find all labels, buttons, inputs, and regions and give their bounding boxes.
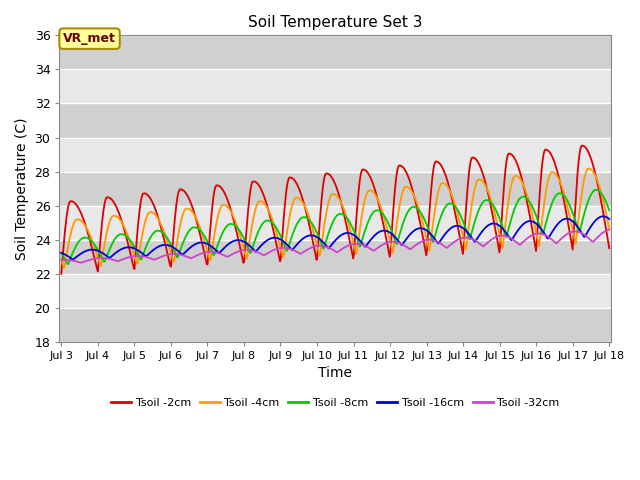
Bar — [60, 240, 611, 274]
Tsoil -16cm — [403, 236, 410, 241]
Line: Tsoil -8cm: Tsoil -8cm — [61, 190, 609, 264]
Tsoil -16cm — [599, 214, 607, 219]
Tsoil -4cm — [125, 234, 132, 240]
Tsoil -2cm — [418, 228, 426, 234]
Tsoil -8cm — [209, 251, 217, 256]
Tsoil -4cm — [403, 184, 410, 190]
Tsoil -16cm — [180, 251, 188, 256]
Tsoil -4cm — [68, 226, 76, 232]
X-axis label: Time: Time — [318, 367, 352, 381]
Line: Tsoil -32cm: Tsoil -32cm — [61, 229, 609, 263]
Tsoil -8cm — [403, 212, 410, 217]
Tsoil -16cm — [58, 250, 65, 256]
Tsoil -2cm — [58, 271, 65, 276]
Tsoil -8cm — [125, 235, 132, 241]
Tsoil -2cm — [605, 245, 613, 251]
Tsoil -8cm — [180, 238, 188, 243]
Tsoil -32cm — [125, 254, 132, 260]
Tsoil -32cm — [403, 244, 410, 250]
Bar — [60, 104, 611, 138]
Tsoil -32cm — [180, 253, 188, 259]
Tsoil -16cm — [67, 255, 75, 261]
Tsoil -2cm — [67, 198, 75, 204]
Tsoil -16cm — [605, 216, 613, 222]
Tsoil -8cm — [593, 187, 600, 193]
Tsoil -32cm — [67, 258, 75, 264]
Bar — [60, 274, 611, 308]
Tsoil -16cm — [125, 244, 132, 250]
Bar — [60, 138, 611, 171]
Tsoil -32cm — [77, 260, 85, 265]
Legend: Tsoil -2cm, Tsoil -4cm, Tsoil -8cm, Tsoil -16cm, Tsoil -32cm: Tsoil -2cm, Tsoil -4cm, Tsoil -8cm, Tsoi… — [107, 394, 564, 412]
Tsoil -4cm — [419, 219, 426, 225]
Tsoil -8cm — [58, 250, 65, 255]
Tsoil -4cm — [605, 226, 613, 231]
Tsoil -2cm — [402, 168, 410, 174]
Bar — [60, 308, 611, 342]
Tsoil -4cm — [58, 257, 65, 263]
Tsoil -8cm — [68, 252, 76, 258]
Tsoil -2cm — [124, 239, 131, 245]
Bar — [60, 171, 611, 205]
Line: Tsoil -2cm: Tsoil -2cm — [61, 145, 609, 274]
Tsoil -8cm — [64, 261, 72, 267]
Bar — [60, 36, 611, 70]
Y-axis label: Soil Temperature (C): Soil Temperature (C) — [15, 118, 29, 260]
Bar — [60, 70, 611, 104]
Tsoil -16cm — [209, 245, 217, 251]
Tsoil -2cm — [209, 204, 216, 210]
Title: Soil Temperature Set 3: Soil Temperature Set 3 — [248, 15, 422, 30]
Line: Tsoil -4cm: Tsoil -4cm — [61, 168, 609, 268]
Tsoil -32cm — [605, 227, 613, 232]
Tsoil -16cm — [419, 226, 426, 231]
Tsoil -4cm — [180, 209, 188, 215]
Tsoil -2cm — [578, 143, 586, 148]
Tsoil -4cm — [61, 265, 68, 271]
Tsoil -8cm — [419, 213, 426, 218]
Tsoil -32cm — [419, 238, 426, 244]
Text: VR_met: VR_met — [63, 32, 116, 45]
Tsoil -8cm — [605, 207, 613, 213]
Bar — [60, 205, 611, 240]
Tsoil -4cm — [209, 241, 217, 247]
Tsoil -16cm — [69, 257, 77, 263]
Tsoil -2cm — [179, 188, 187, 193]
Tsoil -4cm — [585, 166, 593, 171]
Tsoil -32cm — [58, 257, 65, 263]
Line: Tsoil -16cm: Tsoil -16cm — [61, 216, 609, 260]
Tsoil -32cm — [209, 249, 217, 255]
